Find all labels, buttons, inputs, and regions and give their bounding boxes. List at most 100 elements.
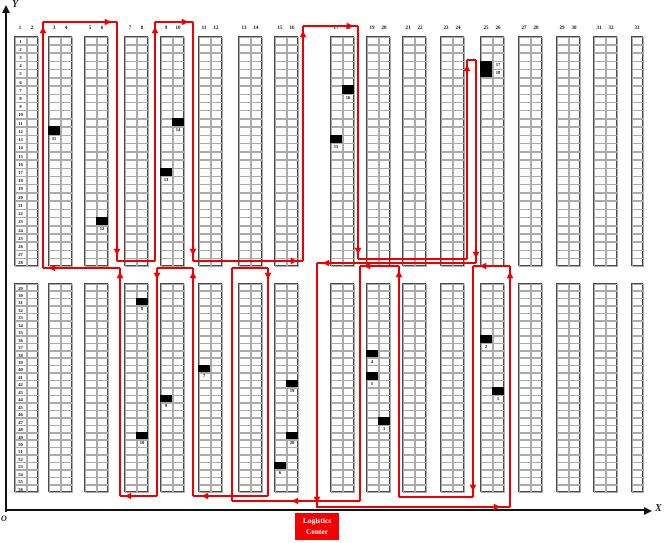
storage-cell — [48, 484, 61, 493]
storage-cell: 38 — [14, 350, 27, 359]
storage-cell — [96, 425, 109, 433]
pick-order-label: 16 — [345, 94, 351, 100]
storage-cell — [84, 372, 97, 381]
column-header: 3 — [52, 26, 56, 31]
storage-cell — [342, 484, 355, 493]
column-header: 26 — [495, 26, 501, 31]
route-arrow-icon — [113, 248, 121, 256]
storage-cell — [48, 425, 61, 433]
storage-cell — [124, 350, 137, 359]
storage-cell — [172, 484, 185, 493]
column-header: 5 — [88, 26, 92, 31]
storage-cell — [414, 258, 427, 268]
rack-bottom-cols-1-2: 29 30 31 32 33 34 35 36 37 38 39 40 41 42 43 44 45 46 47 48… — [14, 283, 39, 493]
rack-bottom-cols-13-14 — [238, 283, 263, 493]
storage-cell — [136, 380, 149, 389]
storage-cell — [84, 350, 97, 359]
storage-cell — [26, 477, 39, 486]
column-header: 6 — [100, 26, 104, 31]
storage-cell — [60, 305, 73, 314]
rack-bottom-cols-21-22 — [402, 283, 427, 493]
storage-cell — [96, 454, 109, 463]
storage-cell — [26, 258, 39, 268]
storage-cell — [96, 380, 109, 389]
storage-cell: 46 — [14, 410, 27, 419]
storage-cell — [96, 484, 109, 493]
column-header: 21 — [405, 26, 411, 31]
storage-cell: 42 — [14, 380, 27, 389]
storage-cell — [136, 313, 149, 322]
storage-cell — [238, 258, 251, 268]
pick-item-cell — [342, 85, 354, 94]
storage-cell — [530, 258, 543, 268]
storage-cell — [136, 387, 149, 396]
pick-item-cell — [286, 379, 298, 388]
storage-cell — [402, 484, 415, 493]
storage-cell — [96, 305, 109, 314]
storage-cell — [366, 484, 379, 493]
storage-cell — [48, 454, 61, 463]
storage-cell — [60, 462, 73, 471]
storage-cell — [136, 350, 149, 359]
column-header: 15 — [277, 26, 283, 31]
pick-order-label: 18 — [495, 69, 501, 75]
pick-item-cell — [366, 372, 378, 380]
storage-cell — [26, 410, 39, 419]
storage-cell — [60, 387, 73, 396]
storage-cell — [250, 484, 263, 493]
storage-cell — [84, 313, 97, 322]
storage-cell — [26, 462, 39, 471]
storage-cell — [26, 298, 39, 307]
pick-order-label: 8 — [140, 306, 144, 312]
column-header: 9 — [164, 26, 168, 31]
column-header: 32 — [608, 26, 614, 31]
storage-cell — [452, 258, 465, 268]
storage-cell — [26, 484, 39, 493]
storage-cell — [48, 447, 61, 456]
column-header: 17 — [333, 26, 339, 31]
storage-cell — [84, 298, 97, 307]
storage-cell — [605, 258, 618, 268]
column-header: 19 — [369, 26, 375, 31]
storage-cell — [124, 290, 137, 299]
storage-cell — [60, 290, 73, 299]
y-axis — [5, 12, 7, 512]
storage-cell — [84, 484, 97, 493]
storage-cell — [84, 328, 97, 337]
storage-cell — [136, 343, 149, 352]
pick-order-label: 9 — [164, 403, 168, 409]
y-axis-label: Y — [12, 0, 19, 10]
storage-cell — [96, 402, 109, 411]
storage-cell: 30 — [14, 290, 27, 299]
storage-cell: 52 — [14, 454, 27, 463]
storage-cell — [124, 335, 137, 344]
storage-cell — [124, 380, 137, 389]
storage-cell — [26, 335, 39, 344]
pick-item-cell — [136, 297, 148, 306]
rack-bottom-cols-17-18 — [330, 283, 355, 493]
pick-order-label: 10 — [139, 440, 145, 446]
storage-cell — [26, 290, 39, 299]
x-axis-label: X — [655, 503, 662, 514]
storage-cell — [84, 290, 97, 299]
storage-cell — [274, 484, 287, 493]
column-header: 8 — [140, 26, 144, 31]
rack-top-cols-5-6 — [84, 36, 109, 268]
x-axis — [5, 509, 646, 512]
pick-order-label: 20 — [289, 440, 295, 446]
storage-cell — [84, 380, 97, 389]
storage-cell — [96, 417, 109, 426]
storage-cell — [492, 258, 505, 268]
rack-top-cols-7-8 — [124, 36, 149, 268]
storage-cell — [568, 258, 581, 268]
storage-cell — [96, 350, 109, 359]
storage-cell — [60, 343, 73, 352]
route-arrow-icon — [395, 270, 403, 278]
route-arrow-icon — [469, 484, 477, 492]
rack-bottom-cols-23-24 — [440, 283, 465, 493]
storage-cell — [26, 372, 39, 381]
rack-bottom-cols-19-20 — [366, 283, 391, 493]
storage-cell — [330, 484, 343, 493]
storage-cell: 36 — [14, 335, 27, 344]
pick-order-label: 7 — [202, 373, 206, 379]
